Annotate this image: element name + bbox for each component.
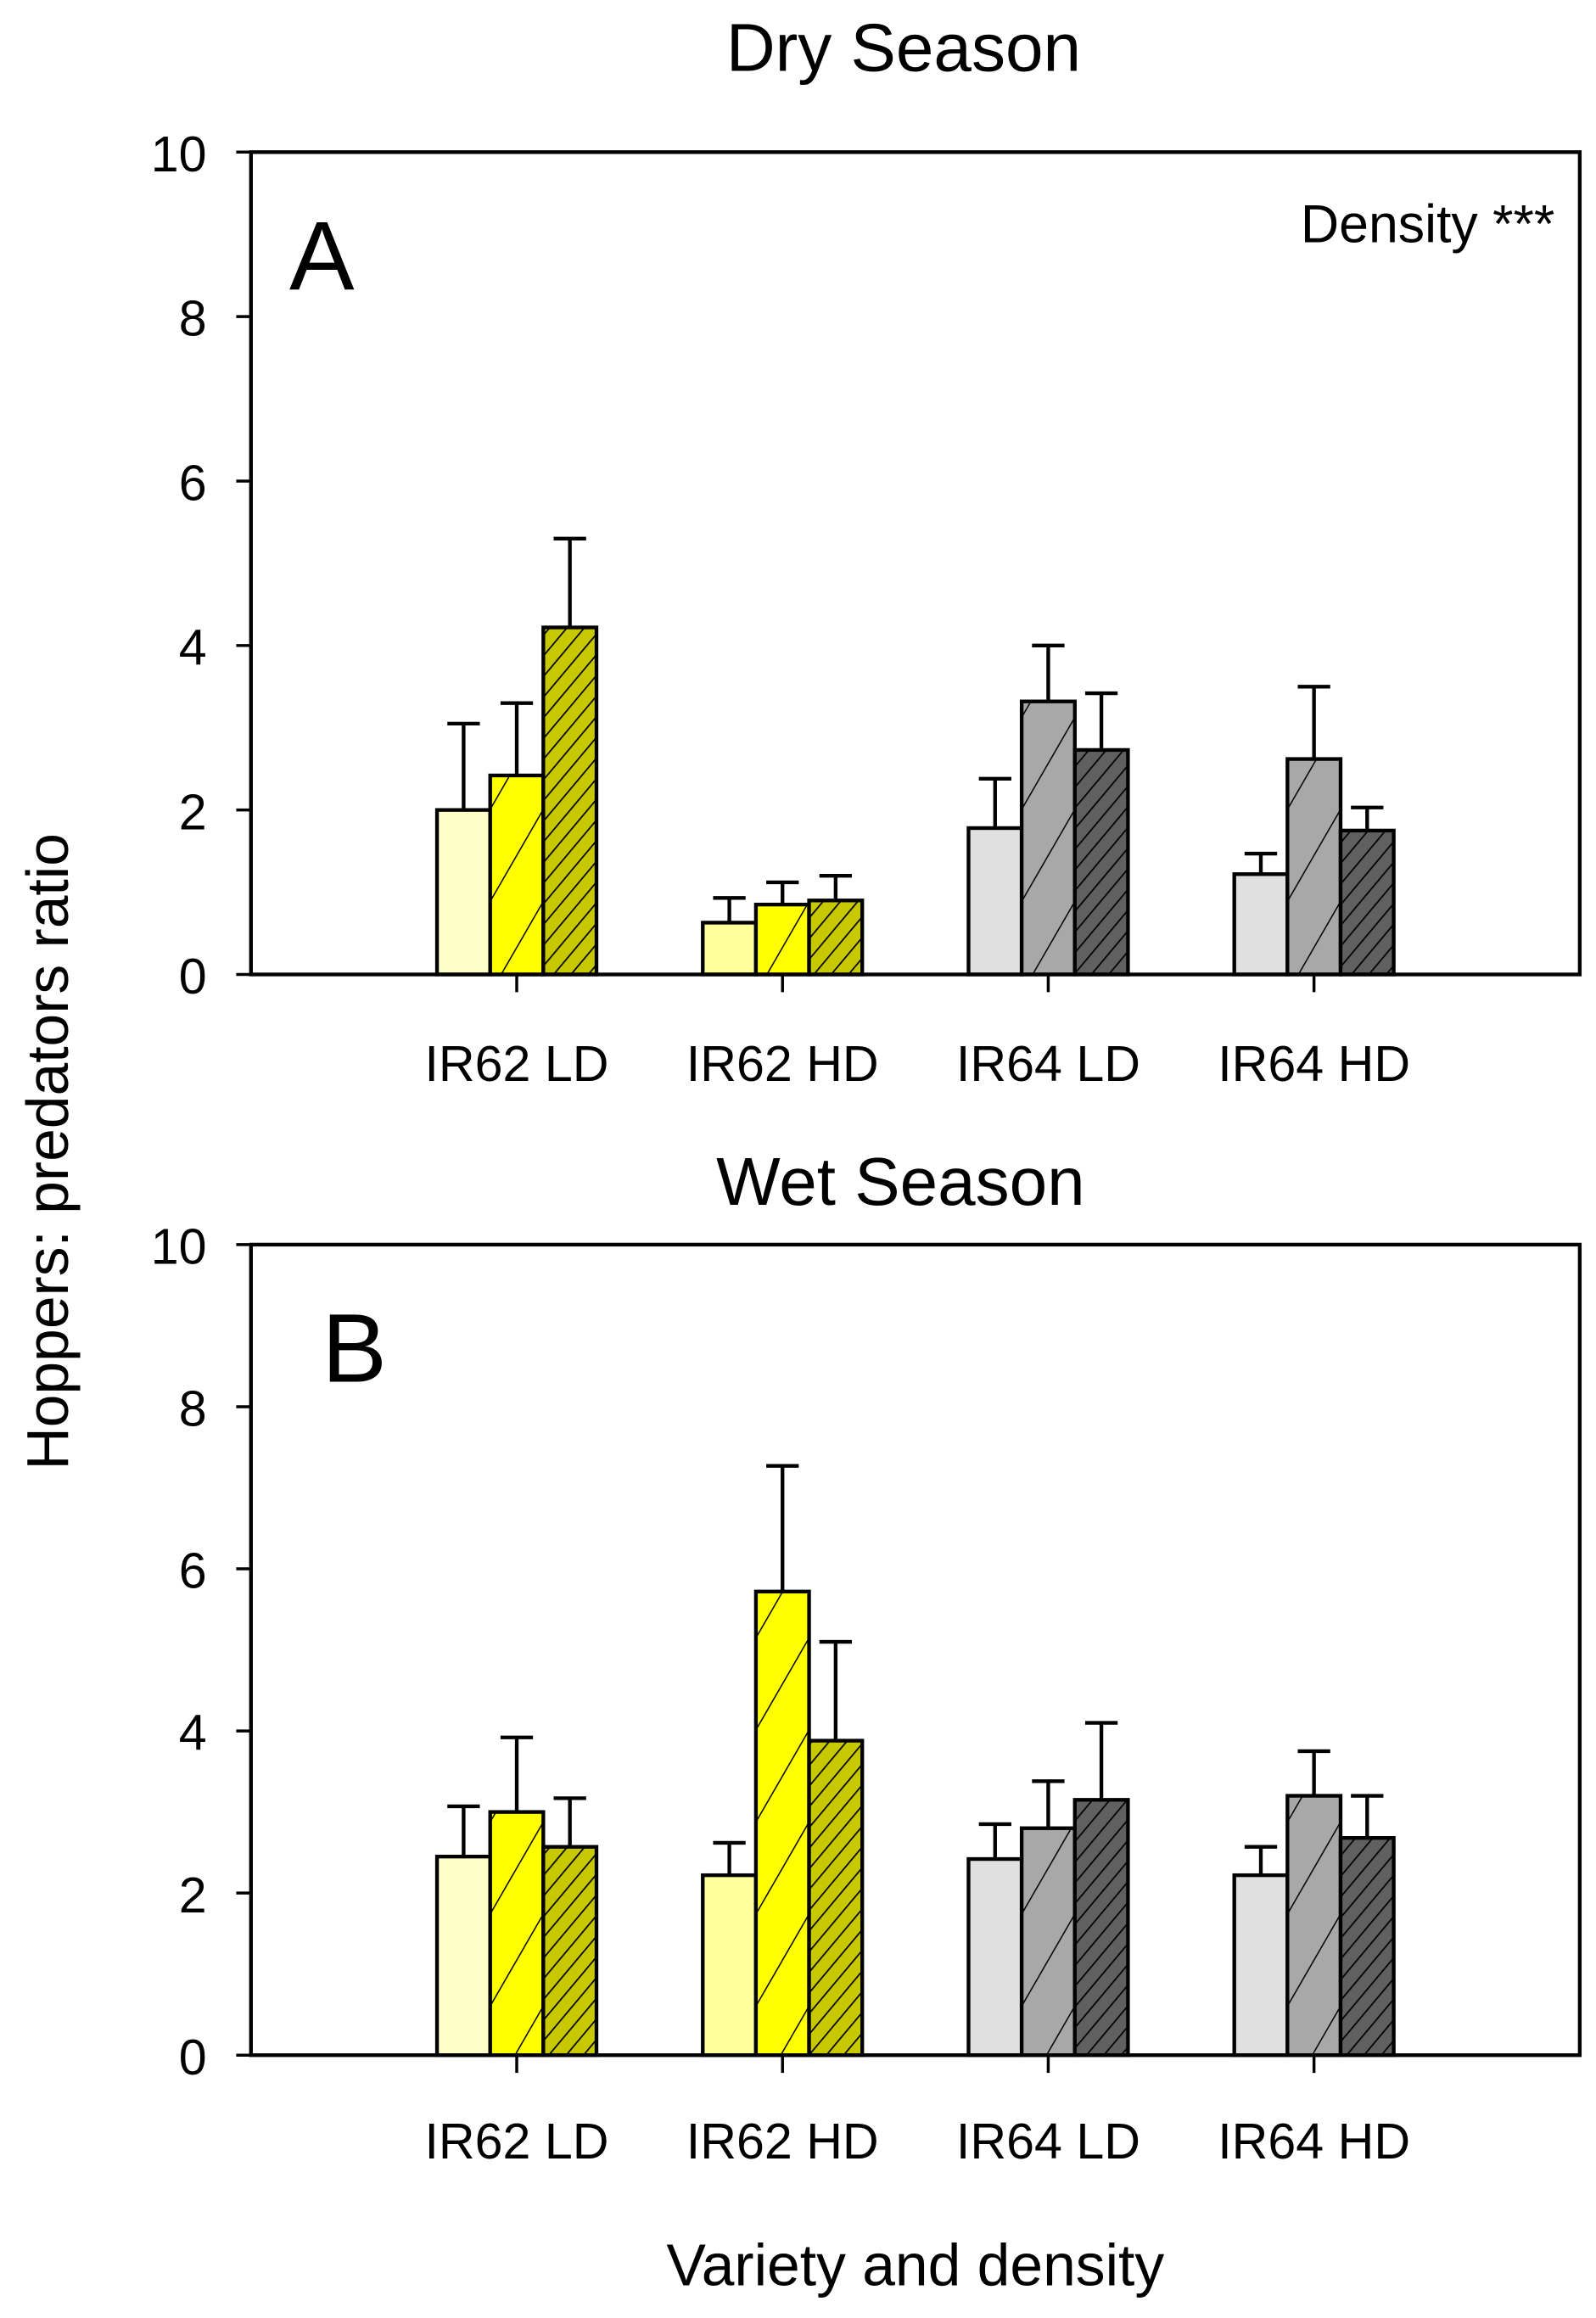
panel-a-letter: A <box>289 202 355 311</box>
x-tick-label: IR62 HD <box>686 1035 879 1092</box>
bar <box>968 827 1022 975</box>
bar <box>437 809 490 975</box>
x-tick-label: IR62 LD <box>425 1035 609 1092</box>
y-tick-label: 4 <box>179 1705 207 1761</box>
panel-b: Wet Season B 0 2 4 6 8 10 IR62 LD IR62 HD IR64 L… <box>151 1144 1582 2170</box>
bar <box>703 1875 756 2056</box>
bar-hatch <box>1022 701 1075 975</box>
y-tick-label: 10 <box>151 126 207 182</box>
y-tick-label: 8 <box>179 1380 207 1437</box>
bar-hatch <box>1022 1828 1075 2056</box>
x-tick-label: IR64 LD <box>956 1035 1140 1092</box>
bar-hatch <box>490 775 544 975</box>
bar <box>437 1856 490 2056</box>
panel-a: Dry Season A Density *** 0 2 4 6 8 10 IR62 LD I… <box>151 10 1582 1092</box>
y-tick-label: 2 <box>179 1867 207 1923</box>
panel-b-title: Wet Season <box>716 1144 1085 1219</box>
y-tick-label: 4 <box>179 619 207 675</box>
panel-a-title: Dry Season <box>726 10 1081 86</box>
bar <box>1234 1875 1288 2056</box>
bar-hatch <box>1074 1800 1128 2056</box>
y-tick-label: 6 <box>179 455 207 512</box>
bar-hatch <box>490 1811 544 2056</box>
y-tick-label: 2 <box>179 783 207 840</box>
y-axis-label: Hoppers: predators ratio <box>14 833 81 1470</box>
x-tick-label: IR64 LD <box>956 2113 1140 2170</box>
y-tick-label: 8 <box>179 290 207 347</box>
bar <box>703 922 756 975</box>
y-tick-label: 10 <box>151 1218 207 1275</box>
bar <box>1234 874 1288 975</box>
y-tick-label: 0 <box>179 2029 207 2086</box>
plot-frame <box>249 150 1582 977</box>
bar-hatch <box>543 1846 596 2056</box>
bar-hatch <box>755 904 809 975</box>
bar-hatch <box>543 627 596 975</box>
bar-hatch <box>809 1740 863 2056</box>
bar-hatch <box>1287 759 1341 975</box>
x-tick-label: IR62 HD <box>686 2113 879 2170</box>
bar-hatch <box>1340 830 1394 975</box>
y-tick-label: 6 <box>179 1543 207 1599</box>
x-tick-label: IR62 LD <box>425 2113 609 2170</box>
bar-hatch <box>1074 749 1128 975</box>
y-tick-label: 0 <box>179 948 207 1005</box>
bar <box>968 1859 1022 2056</box>
bar-hatch <box>1340 1838 1394 2056</box>
bar-hatch <box>1287 1795 1341 2056</box>
panel-b-letter: B <box>322 1295 387 1403</box>
x-axis-label: Variety and density <box>666 2232 1164 2298</box>
x-tick-label: IR64 HD <box>1218 2113 1410 2170</box>
bar-hatch <box>809 900 863 975</box>
panel-a-annotation: Density *** <box>1301 194 1554 254</box>
x-tick-label: IR64 HD <box>1218 1035 1410 1092</box>
bar-hatch <box>755 1591 809 2056</box>
plot-frame <box>249 1242 1582 2058</box>
